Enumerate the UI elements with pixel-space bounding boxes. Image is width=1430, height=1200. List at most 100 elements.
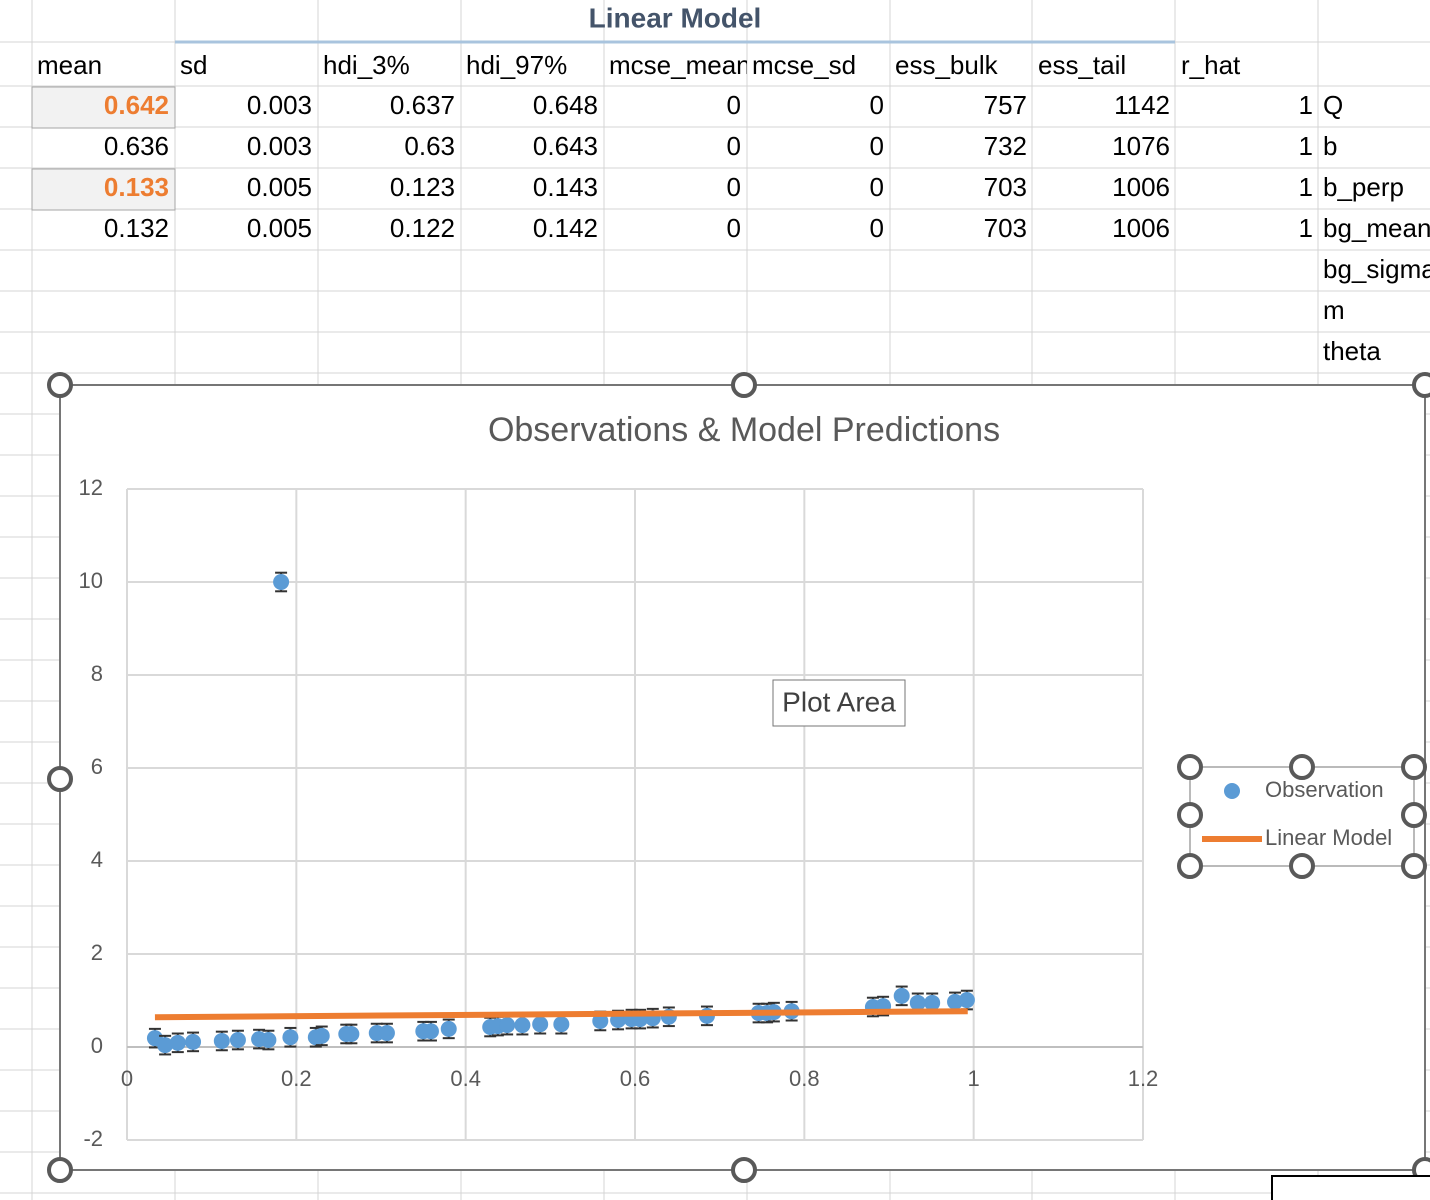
x-tick-label: 1.2	[1128, 1066, 1159, 1091]
data-point	[924, 994, 941, 1011]
cell-value: 0.005	[247, 172, 312, 202]
resize-handle	[47, 766, 73, 792]
cell-value: 0	[727, 90, 741, 120]
data-point	[909, 994, 926, 1011]
data-point	[229, 1032, 246, 1049]
column-header: hdi_3%	[323, 50, 410, 80]
cell-value: 703	[984, 172, 1027, 202]
resize-handle	[47, 1157, 73, 1183]
data-point	[592, 1012, 609, 1029]
resize-handle	[1412, 372, 1430, 398]
cell-value: 0	[727, 172, 741, 202]
x-tick-label: 0	[121, 1066, 133, 1091]
cell-value: 0.003	[247, 131, 312, 161]
cell-value: 1	[1299, 213, 1313, 243]
y-tick-label: 12	[79, 475, 103, 500]
column-header: mean	[37, 50, 102, 80]
cell-value: 0.636	[104, 131, 169, 161]
column-header: ess_bulk	[895, 50, 999, 80]
cell-value: 703	[984, 213, 1027, 243]
resize-handle	[1177, 802, 1203, 828]
column-header: r_hat	[1181, 50, 1241, 80]
data-point	[157, 1037, 174, 1054]
cell-value: 0	[870, 213, 884, 243]
y-tick-label: 4	[91, 847, 103, 872]
data-point	[313, 1027, 330, 1044]
data-point	[282, 1029, 299, 1046]
cell-value: 0.142	[533, 213, 598, 243]
data-point	[440, 1020, 457, 1037]
row-label: b_perp	[1323, 172, 1404, 202]
data-point	[514, 1017, 531, 1034]
cell-value: 1	[1299, 131, 1313, 161]
cell-value: 1	[1299, 90, 1313, 120]
data-point	[343, 1025, 360, 1042]
y-tick-label: 8	[91, 661, 103, 686]
resize-handle	[1401, 853, 1427, 879]
cell-value: 0.003	[247, 90, 312, 120]
cell-value: 0	[870, 131, 884, 161]
resize-handle	[47, 372, 73, 398]
cell-value: 0.133	[104, 172, 169, 202]
data-point	[169, 1034, 186, 1051]
data-point	[958, 992, 975, 1009]
tooltip	[772, 679, 906, 727]
cell-value: 0	[727, 213, 741, 243]
cell-value: 732	[984, 131, 1027, 161]
row-label: Q	[1323, 90, 1343, 120]
data-point	[532, 1016, 549, 1033]
data-point	[273, 574, 290, 590]
cell-value: 0.132	[104, 213, 169, 243]
cell-value: 0.642	[104, 90, 169, 120]
table-title: Linear Model	[589, 2, 762, 33]
cell-value: 0.123	[390, 172, 455, 202]
y-tick-label: 10	[79, 568, 103, 593]
data-point	[893, 987, 910, 1004]
cell-value: 0.143	[533, 172, 598, 202]
row-label: bg_sigma	[1323, 254, 1430, 284]
data-point	[260, 1032, 277, 1049]
data-point	[422, 1023, 439, 1040]
cell-value: 0.122	[390, 213, 455, 243]
tooltip-text: Plot Area	[782, 686, 896, 717]
cell-value: 0.005	[247, 213, 312, 243]
selected-cell	[31, 168, 176, 211]
object-frame	[1271, 1175, 1430, 1200]
column-header: mcse_sd	[752, 50, 856, 80]
cell-value: 0	[870, 172, 884, 202]
row-label: b	[1323, 131, 1337, 161]
column-header: hdi_97%	[466, 50, 567, 80]
cell-value: 0	[727, 131, 741, 161]
resize-handle	[1289, 853, 1315, 879]
column-header: mcse_mean	[609, 50, 751, 80]
data-point	[378, 1025, 395, 1042]
row-label: m	[1323, 295, 1345, 325]
y-tick-label: 6	[91, 754, 103, 779]
data-point	[947, 993, 964, 1010]
data-point	[185, 1033, 202, 1050]
cell-value: 0.648	[533, 90, 598, 120]
cell-value: 757	[984, 90, 1027, 120]
cell-value: 1006	[1112, 172, 1170, 202]
x-tick-label: 1	[968, 1066, 980, 1091]
data-point	[499, 1017, 516, 1034]
cell-value: 1	[1299, 172, 1313, 202]
resize-handle	[1401, 802, 1427, 828]
chart-title: Observations & Model Predictions	[488, 411, 1000, 449]
model-line	[154, 1008, 968, 1021]
data-point	[213, 1032, 230, 1049]
cell-value: 1006	[1112, 213, 1170, 243]
column-header: sd	[180, 50, 207, 80]
resize-handle	[1177, 853, 1203, 879]
cell-value: 0.637	[390, 90, 455, 120]
resize-handle	[1401, 754, 1427, 780]
legend-label: Observation	[1265, 777, 1384, 802]
x-tick-label: 0.6	[620, 1066, 651, 1091]
x-tick-label: 0.4	[450, 1066, 481, 1091]
row-label: bg_mean	[1323, 213, 1430, 243]
legend-label: Linear Model	[1265, 825, 1392, 850]
resize-handle	[731, 372, 757, 398]
resize-handle	[731, 1157, 757, 1183]
